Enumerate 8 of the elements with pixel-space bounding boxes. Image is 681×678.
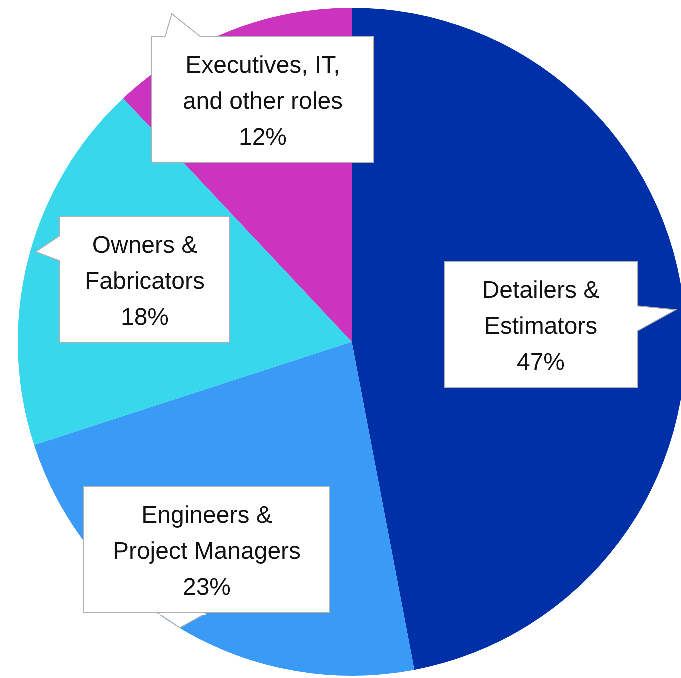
data-label: 12% xyxy=(238,124,288,151)
slice-label: Engineers & Project Managers xyxy=(112,502,302,565)
slice-label: Executives, IT, and other roles xyxy=(182,52,344,115)
data-label: 47% xyxy=(516,349,566,376)
data-label: 18% xyxy=(120,304,170,331)
slice-label: Detailers & Estimators xyxy=(482,277,600,340)
slice-label: Owners & Fabricators xyxy=(84,232,206,295)
data-label: 23% xyxy=(182,574,232,601)
